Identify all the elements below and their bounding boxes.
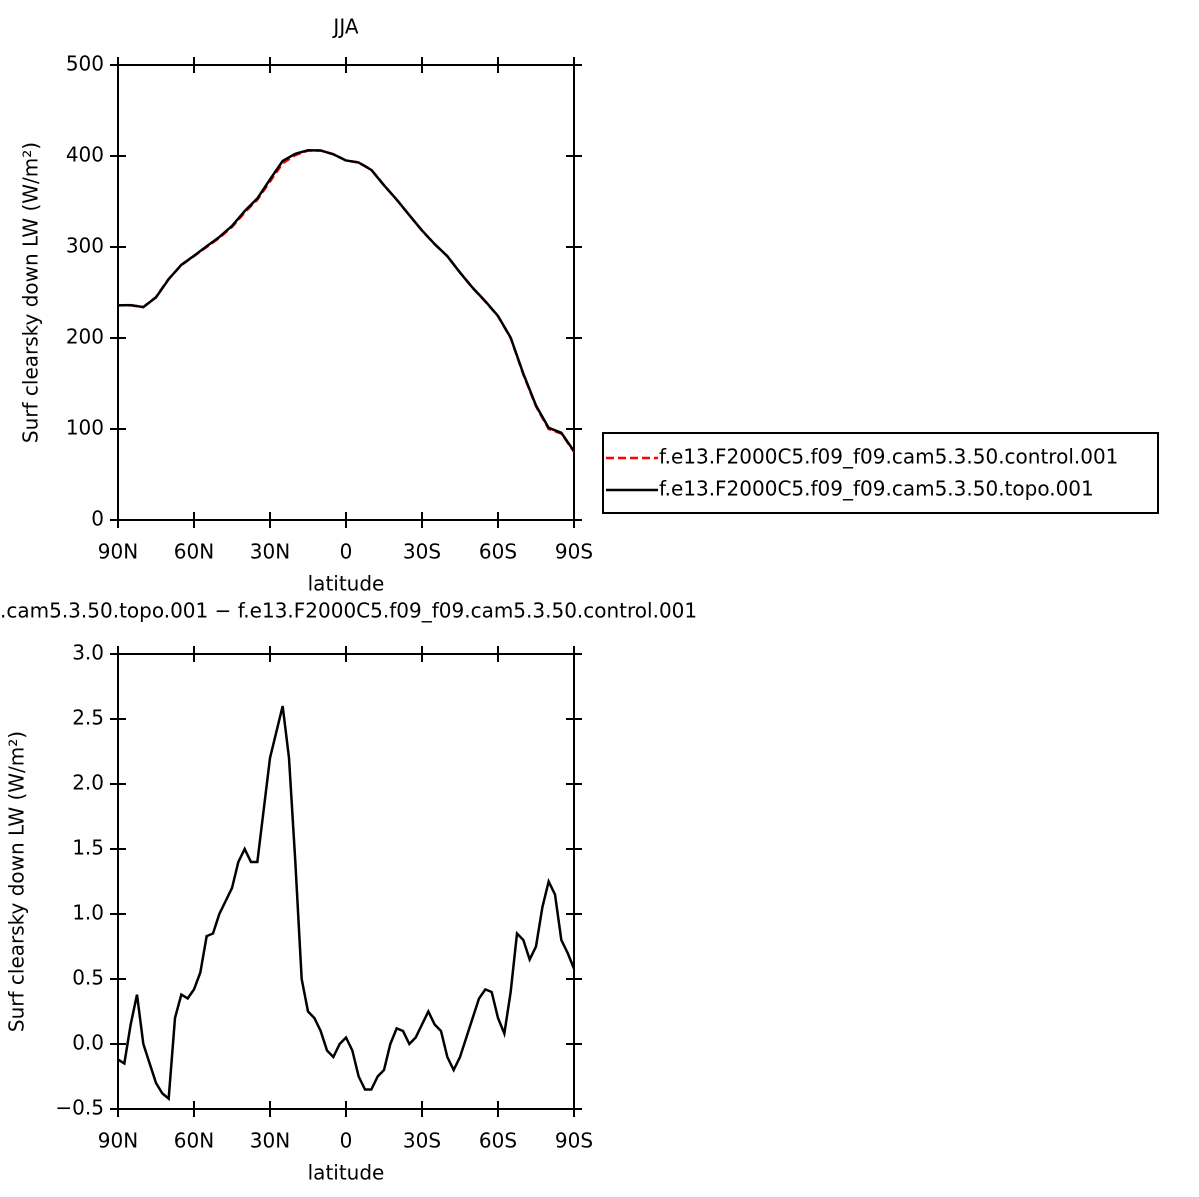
chart-title: JJA — [331, 15, 358, 39]
x-tick-label: 30N — [250, 1129, 290, 1153]
legend-box — [602, 432, 1159, 514]
data-line — [117, 705, 576, 1102]
data-line — [117, 149, 576, 452]
y-tick-label: 400 — [66, 143, 104, 167]
x-tick-label: 60S — [479, 540, 517, 564]
y-tick-label: 200 — [66, 325, 104, 349]
y-tick-label: 100 — [66, 416, 104, 440]
x-tick-label: 30S — [403, 540, 441, 564]
y-tick-label: 300 — [66, 234, 104, 258]
x-tick-label: 60N — [174, 540, 214, 564]
plot-frame — [117, 64, 575, 521]
y-tick-label: 2.0 — [72, 771, 104, 795]
x-tick-label: 90S — [555, 540, 593, 564]
x-tick-label: 0 — [340, 540, 353, 564]
x-tick-label: 60N — [174, 1129, 214, 1153]
y-tick-label: 500 — [66, 52, 104, 76]
x-tick-label: 60S — [479, 1129, 517, 1153]
x-tick-label: 30N — [250, 540, 290, 564]
x-axis-label: latitude — [308, 572, 385, 596]
y-tick-label: 3.0 — [72, 641, 104, 665]
chart-title: .cam5.3.50.topo.001 − f.e13.F2000C5.f09_… — [0, 599, 697, 623]
x-axis-label: latitude — [308, 1161, 385, 1185]
x-tick-label: 90N — [98, 540, 138, 564]
x-tick-label: 30S — [403, 1129, 441, 1153]
y-tick-label: 2.5 — [72, 706, 104, 730]
x-tick-label: 90N — [98, 1129, 138, 1153]
y-tick-label: 1.0 — [72, 901, 104, 925]
plot-frame — [117, 653, 575, 1110]
x-tick-label: 0 — [340, 1129, 353, 1153]
y-axis-label: Surf clearsky down LW (W/m²) — [19, 142, 43, 443]
y-tick-label: 0.0 — [72, 1031, 104, 1055]
y-axis-label: Surf clearsky down LW (W/m²) — [5, 731, 29, 1032]
y-tick-label: −0.5 — [55, 1096, 104, 1120]
y-tick-label: 0 — [91, 507, 104, 531]
y-tick-label: 0.5 — [72, 966, 104, 990]
legend-label: f.e13.F2000C5.f09_f09.cam5.3.50.topo.001 — [659, 477, 1094, 501]
legend-label: f.e13.F2000C5.f09_f09.cam5.3.50.control.… — [659, 445, 1118, 469]
y-tick-label: 1.5 — [72, 836, 104, 860]
x-tick-label: 90S — [555, 1129, 593, 1153]
data-line — [118, 149, 576, 453]
